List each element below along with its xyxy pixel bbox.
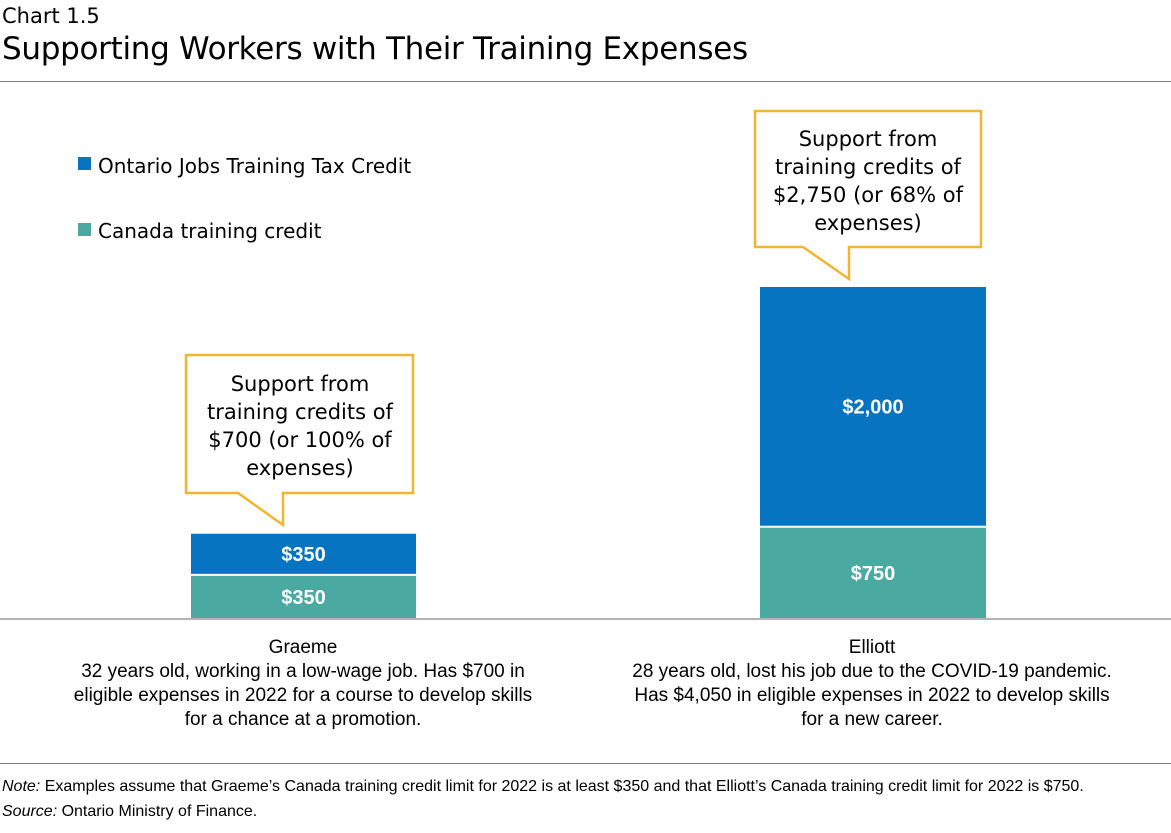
chart-number: Chart 1.5: [2, 4, 100, 28]
footnote-divider: [0, 763, 1171, 764]
callout-elliott: [753, 109, 983, 282]
callout-graeme-line-4: expenses): [246, 456, 354, 480]
category-desc-line: 32 years old, working in a low-wage job.…: [81, 661, 525, 682]
bar-elliott-ontario: [760, 287, 986, 526]
callout-elliott-line-2: training credits of: [775, 155, 962, 179]
bar-label-graeme-canada: $350: [281, 587, 326, 609]
bar-elliott-canada: [760, 527, 986, 618]
callout-elliott-line-1: Support from: [799, 127, 938, 151]
category-block-elliott: Elliott 28 years old, lost his job due t…: [597, 636, 1147, 732]
bar-label-elliott-canada: $750: [851, 563, 896, 585]
category-label-graeme: Graeme: [268, 637, 338, 658]
legend-swatch-canada: [78, 223, 91, 236]
category-block-graeme: Graeme 32 years old, working in a low-wa…: [53, 636, 553, 732]
note-text: Examples assume that Graeme’s Canada tra…: [40, 778, 1084, 795]
legend-label-ontario: Ontario Jobs Training Tax Credit: [98, 154, 411, 178]
category-desc-line: eligible expenses in 2022 for a course t…: [73, 685, 533, 706]
bar-label-graeme-ontario: $350: [281, 544, 326, 566]
note-label: Note:: [2, 778, 41, 795]
callout-elliott-line-3: $2,750 (or 68% of: [773, 183, 964, 207]
bar-label-elliott-ontario: $2,000: [842, 396, 903, 418]
page-title: Supporting Workers with Their Training E…: [2, 31, 748, 67]
title-divider: [0, 81, 1171, 82]
category-desc-line: for a chance at a promotion.: [184, 709, 422, 730]
callout-graeme: [184, 353, 415, 528]
note-footnote: Note: Examples assume that Graeme’s Cana…: [2, 778, 1084, 796]
callout-graeme-line-3: $700 (or 100% of: [208, 428, 392, 452]
callout-graeme-line-1: Support from: [231, 372, 370, 396]
source-text: Ontario Ministry of Finance.: [57, 803, 258, 820]
category-desc-line: for a new career.: [801, 709, 943, 730]
category-label-elliott: Elliott: [848, 637, 896, 658]
bar-graeme-ontario: [191, 533, 416, 574]
category-desc-line: 28 years old, lost his job due to the CO…: [632, 661, 1112, 682]
category-desc-line: Has $4,050 in eligible expenses in 2022 …: [634, 685, 1110, 706]
legend-label-canada: Canada training credit: [98, 219, 322, 243]
source-footnote: Source: Ontario Ministry of Finance.: [2, 803, 257, 821]
callout-elliott-line-4: expenses): [814, 211, 922, 235]
callout-graeme-line-2: training credits of: [207, 400, 394, 424]
legend-swatch-ontario: [78, 157, 91, 170]
bar-graeme-canada: [191, 575, 416, 618]
source-label: Source:: [2, 803, 58, 820]
